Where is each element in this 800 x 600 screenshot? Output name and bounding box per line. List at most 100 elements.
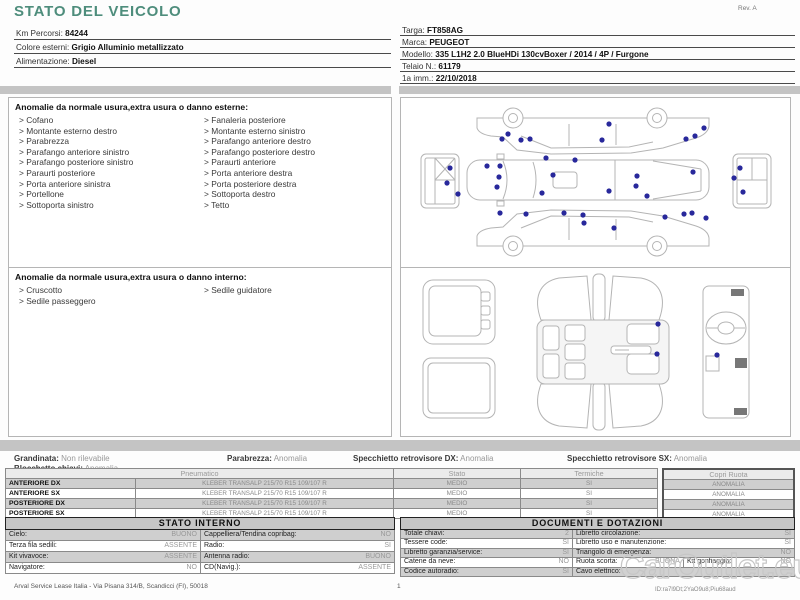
info-row-marca: Marca: PEUGEOT: [400, 36, 795, 48]
tires-header-row: Pneumatico Stato Termiche: [5, 468, 658, 479]
exterior-anomalies-panel: Anomalie da normale usura,extra usura o …: [8, 97, 392, 268]
anomaly-item: Fanaleria posteriore: [204, 115, 389, 126]
damage-dot: [444, 180, 450, 186]
damage-dot: [654, 351, 660, 357]
table-cell: Catene da neve: NO: [404, 558, 569, 566]
damage-dot: [572, 157, 578, 163]
tire-row: POSTERIORE DX KLEBER TRANSALP 215/70 R15…: [5, 498, 658, 509]
documenti-row: Codice autoradio: SI Cavo elettrico:: [400, 567, 795, 577]
footer-page-number: 1: [397, 583, 401, 590]
copri-value: ANOMALIA: [662, 479, 795, 490]
anomaly-item: Sedile guidatore: [204, 285, 389, 296]
anomaly-column: Sedile guidatore: [204, 285, 389, 306]
table-cell: CD(Navig.): ASSENTE: [200, 563, 394, 573]
info-row-immatricolazione: 1a imm.: 22/10/2018: [400, 72, 795, 84]
damage-dot: [690, 169, 696, 175]
anomaly-item: Sottoporta destro: [204, 189, 389, 200]
footer-company: Arval Service Lease Italia - Via Pisana …: [14, 583, 208, 590]
damage-dot: [714, 352, 720, 358]
interior-diagram-panel: [400, 267, 791, 437]
damage-dot: [599, 137, 605, 143]
damage-dot: [550, 172, 556, 178]
damage-dot: [447, 165, 453, 171]
split-cell: Ruota scorta: BUONA: [575, 558, 680, 566]
interior-car-diagram: [422, 273, 750, 431]
tire-row: POSTERIORE SX KLEBER TRANSALP 215/70 R15…: [5, 508, 658, 519]
anomaly-item: Parafango anteriore sinistro: [19, 147, 204, 158]
damage-dot: [505, 131, 511, 137]
anomaly-item: Porta anteriore sinistra: [19, 179, 204, 190]
damage-dot: [701, 125, 707, 131]
split-cell: Kit gonfiaggio: NO: [682, 558, 791, 567]
table-cell: Antenna radio: BUONO: [200, 552, 394, 562]
table-cell: Codice autoradio: SI: [404, 567, 569, 575]
documenti-dotazioni-table: DOCUMENTI E DOTAZIONI Totale chiavi: 2 L…: [400, 517, 795, 577]
copri-header-row: Copri Ruota: [662, 468, 795, 480]
damage-dot: [497, 210, 503, 216]
table-cell: Navigatore: NO: [9, 564, 197, 571]
damage-dot: [561, 210, 567, 216]
interior-anomalies-title: Anomalie da normale usura,extra usura o …: [15, 272, 247, 282]
damage-dot: [689, 210, 695, 216]
exterior-anomalies-list: CofanoMontante esterno destroParabrezzaP…: [9, 115, 391, 210]
damage-dot: [703, 215, 709, 221]
anomaly-item: Portellone: [19, 189, 204, 200]
damage-dot: [496, 174, 502, 180]
tire-spec: KLEBER TRANSALP 215/70 R15 109/107 R: [135, 488, 394, 499]
stato-interno-title: STATO INTERNO: [5, 517, 395, 530]
column-header-copri-ruota: Copri Ruota: [662, 468, 795, 480]
anomaly-item: Parafango anteriore destro: [204, 136, 389, 147]
damage-dot: [692, 133, 698, 139]
table-cell: Cielo: BUONO: [9, 531, 197, 538]
revision-label: Rev. A: [738, 5, 757, 12]
damage-dot: [527, 136, 533, 142]
exterior-diagram-panel: [400, 97, 791, 268]
anomaly-item: Paraurti posteriore: [19, 168, 204, 179]
damage-dot: [606, 121, 612, 127]
tire-row: ANTERIORE DX KLEBER TRANSALP 215/70 R15 …: [5, 478, 658, 489]
tire-state: MEDIO: [393, 478, 521, 489]
column-header-stato: Stato: [393, 468, 521, 479]
table-cell: Terza fila sedili: ASSENTE: [9, 542, 197, 549]
damage-dot: [484, 163, 490, 169]
exterior-car-diagram: [420, 107, 772, 257]
anomaly-item: Parabrezza: [19, 136, 204, 147]
damage-dot: [523, 211, 529, 217]
table-cell: Cavo elettrico:: [571, 567, 794, 576]
copri-row: ANOMALIA: [662, 489, 795, 500]
tire-row: ANTERIORE SX KLEBER TRANSALP 215/70 R15 …: [5, 488, 658, 499]
anomaly-item: Parafango posteriore destro: [204, 147, 389, 158]
divider-band: [399, 86, 800, 94]
status-parabrezza: Parabrezza: Anomalia: [227, 454, 308, 463]
vehicle-info-left: Km Percorsi: 84244 Colore esterni: Grigi…: [14, 26, 391, 68]
tire-position: ANTERIORE SX: [5, 488, 136, 499]
table-cell: Radio: SI: [200, 541, 394, 551]
damage-dot: [681, 211, 687, 217]
copri-row: ANOMALIA: [662, 479, 795, 490]
damage-dot: [497, 163, 503, 169]
stato-interno-row: Navigatore: NO CD(Navig.): ASSENTE: [5, 563, 395, 574]
status-grandinata: Grandinata: Non rilevabile: [14, 454, 110, 463]
damage-dot: [655, 321, 661, 327]
tire-thermal: SI: [520, 498, 658, 509]
anomaly-item: Cruscotto: [19, 285, 204, 296]
exterior-anomalies-title: Anomalie da normale usura,extra usura o …: [15, 102, 249, 112]
page-title: STATO DEL VEICOLO: [14, 3, 182, 20]
table-cell: Libretto uso e manutenzione: SI: [571, 539, 794, 548]
damage-dot: [499, 136, 505, 142]
stato-interno-row: Kit vivavoce: ASSENTE Antenna radio: BUO…: [5, 552, 395, 563]
divider-band: [0, 440, 800, 451]
table-cell: Libretto circolazione: SI: [571, 530, 794, 539]
info-row-km: Km Percorsi: 84244: [14, 26, 391, 40]
damage-dot: [740, 189, 746, 195]
damage-dot: [543, 155, 549, 161]
anomaly-item: Parafango posteriore sinistro: [19, 157, 204, 168]
interior-anomalies-list: CruscottoSedile passeggero Sedile guidat…: [9, 285, 391, 306]
damage-dot: [633, 183, 639, 189]
anomaly-item: Paraurti anteriore: [204, 157, 389, 168]
damage-dot: [662, 214, 668, 220]
anomaly-column: CofanoMontante esterno destroParabrezzaP…: [19, 115, 204, 210]
copri-row: ANOMALIA: [662, 499, 795, 510]
damage-dot: [455, 191, 461, 197]
